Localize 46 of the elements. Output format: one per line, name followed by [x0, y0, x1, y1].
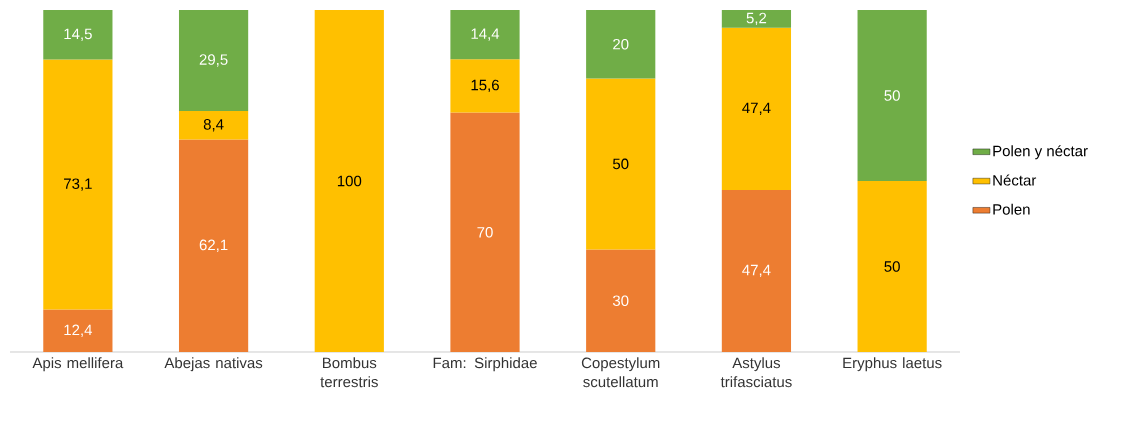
bar: [450, 59, 520, 113]
data-label: 47,4: [742, 264, 771, 278]
data-label: 14,4: [471, 28, 500, 41]
data-label: 12,4: [64, 324, 93, 337]
x-tick-label: Apis mellifera: [32, 357, 124, 372]
data-label: 47,4: [742, 102, 771, 115]
bar: [43, 309, 113, 352]
legend-label: Polen: [993, 203, 1030, 215]
x-tick-label: Eryphus laetus: [843, 357, 942, 372]
bar: [178, 110, 249, 140]
data-label: 8,4: [203, 119, 224, 132]
bar: [450, 9, 520, 60]
x-tick-label: Copestylum scutellatum: [581, 357, 660, 388]
data-label: 50: [884, 90, 900, 101]
bar: [721, 27, 792, 190]
data-label: 29,5: [199, 54, 228, 67]
data-label: 50: [884, 261, 900, 272]
legend-label: Polen y néctar: [993, 145, 1088, 160]
data-label: 50: [612, 158, 629, 170]
data-label: 20: [613, 38, 629, 50]
x-tick-label: Astylus trifasciatus: [720, 357, 792, 388]
x-tick-label: Fam: Sirphidae: [433, 357, 537, 372]
x-tick-label: Bombus terrestris: [320, 357, 378, 388]
bar: [450, 112, 520, 352]
x-tick-label: Abejas nativas: [164, 357, 263, 372]
bar: [586, 78, 656, 250]
bar: [721, 189, 792, 352]
data-label: 14,5: [64, 28, 92, 41]
data-label: 73,1: [64, 178, 92, 191]
bar: [857, 180, 927, 352]
data-label: 30: [612, 295, 629, 306]
bar: [43, 59, 113, 310]
bar: [178, 9, 249, 111]
legend-label: Néctar: [993, 174, 1037, 186]
data-label: 100: [337, 175, 362, 187]
data-label: 62,1: [199, 239, 228, 252]
bar: [43, 9, 113, 60]
bar: [586, 9, 656, 79]
bar: [721, 9, 792, 28]
bar: [178, 139, 249, 352]
bar: [586, 249, 656, 352]
data-label: 15,6: [471, 79, 499, 93]
bar: [857, 9, 927, 181]
bar: [314, 9, 384, 352]
data-label: 70: [477, 226, 493, 238]
data-label: 5,2: [746, 12, 767, 26]
